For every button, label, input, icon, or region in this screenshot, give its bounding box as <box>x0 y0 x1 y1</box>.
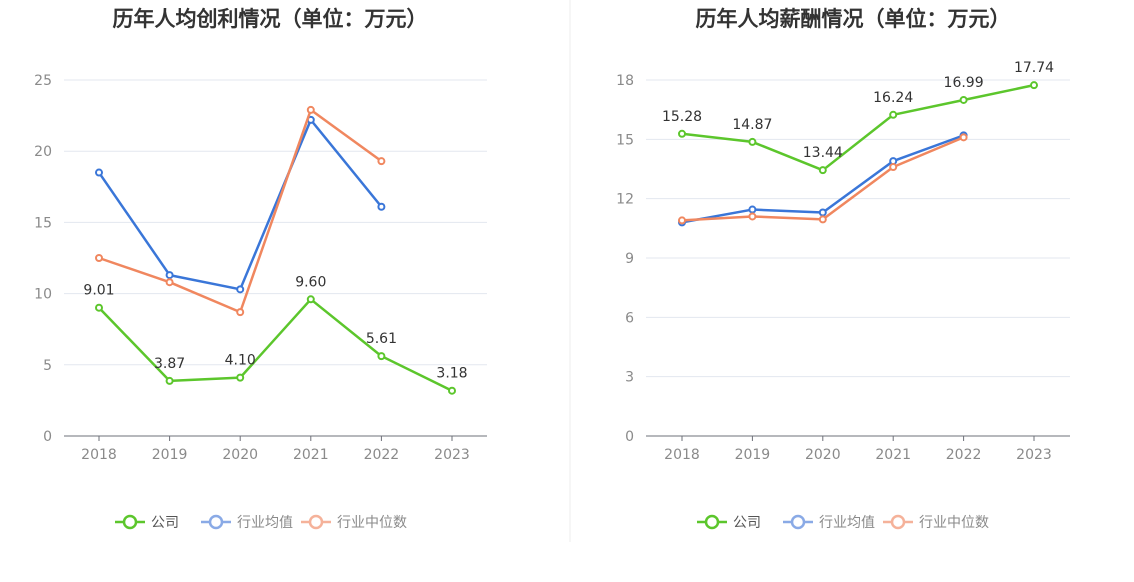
data-point <box>377 352 386 361</box>
y-tick-label: 10 <box>34 287 52 303</box>
legend-marker <box>890 514 906 530</box>
y-tick-label: 9 <box>625 251 634 267</box>
data-point <box>678 129 686 138</box>
x-tick-label: 2020 <box>222 447 258 463</box>
legend-label: 公司 <box>151 515 179 531</box>
data-point <box>818 208 827 217</box>
data-point <box>678 216 686 225</box>
data-point <box>165 271 174 280</box>
legend-item-3: 行业中位数 <box>301 514 407 531</box>
data-point <box>959 133 968 142</box>
data-label: 16.24 <box>873 90 913 106</box>
data-label: 5.61 <box>366 331 397 347</box>
legend-item-1: 公司 <box>115 514 179 531</box>
data-point <box>818 215 827 224</box>
series-line-company <box>98 298 453 392</box>
legend-label: 行业中位数 <box>919 515 989 531</box>
legend-marker <box>790 514 806 530</box>
legend-item-2: 行业均值 <box>783 514 875 531</box>
data-point <box>889 163 898 172</box>
legend-marker <box>208 514 224 530</box>
data-label: 9.60 <box>295 274 326 290</box>
data-label: 3.18 <box>436 366 467 382</box>
legend-marker <box>308 514 324 530</box>
x-tick-label: 2023 <box>1016 447 1052 463</box>
data-point <box>1030 81 1038 90</box>
y-tick-label: 12 <box>616 192 634 208</box>
x-tick-label: 2022 <box>364 447 400 463</box>
data-label: 17.74 <box>1014 60 1054 76</box>
chart-panel-1: 历年人均创利情况（单位：万元） 0 5 10 15 20 25 2018 2019 2020 202… <box>34 7 487 531</box>
series-line-company <box>681 83 1035 172</box>
data-point <box>959 95 968 104</box>
data-point <box>306 105 315 114</box>
data-point <box>818 166 827 175</box>
data-label: 9.01 <box>83 283 114 299</box>
y-tick-label: 6 <box>625 310 634 326</box>
data-point <box>236 285 245 294</box>
series-line-industry-median <box>98 108 383 314</box>
legend-label: 行业均值 <box>819 515 875 531</box>
legend-item-3: 行业中位数 <box>883 514 989 531</box>
legend-item-2: 行业均值 <box>201 514 293 531</box>
data-label: 16.99 <box>944 75 984 91</box>
data-point <box>448 386 456 395</box>
y-tick-label: 5 <box>43 358 52 374</box>
y-tick-label: 0 <box>43 429 52 445</box>
y-tick-label: 0 <box>625 429 634 445</box>
chart-panel-2: 历年人均薪酬情况（单位：万元） 0 3 6 9 12 15 18 2018 2019 2020 202… <box>616 7 1070 531</box>
data-point <box>236 308 245 317</box>
y-tick-label: 3 <box>625 370 634 386</box>
data-point <box>95 254 103 262</box>
data-label: 15.28 <box>662 109 702 125</box>
legend-label: 公司 <box>733 515 761 531</box>
legend-marker <box>704 514 720 530</box>
y-tick-label: 15 <box>34 215 52 231</box>
legend-marker <box>122 514 138 530</box>
x-tick-label: 2019 <box>735 447 771 463</box>
data-point <box>165 376 174 385</box>
chart-title: 历年人均薪酬情况（单位：万元） <box>696 7 1011 31</box>
x-tick-label: 2018 <box>81 447 117 463</box>
data-label: 13.44 <box>803 145 843 161</box>
series-line-industry-mean <box>97 118 383 291</box>
x-tick-label: 2019 <box>152 447 188 463</box>
data-label: 4.10 <box>225 353 256 369</box>
data-label: 14.87 <box>732 117 772 133</box>
x-tick-label: 2020 <box>805 447 841 463</box>
x-tick-label: 2021 <box>875 447 911 463</box>
y-tick-label: 20 <box>34 144 52 160</box>
y-tick-label: 15 <box>616 132 634 148</box>
x-tick-label: 2023 <box>434 447 470 463</box>
data-point <box>748 212 757 221</box>
data-point <box>95 303 103 312</box>
chart-title: 历年人均创利情况（单位：万元） <box>113 7 428 31</box>
data-point <box>748 137 757 146</box>
y-tick-label: 25 <box>34 73 52 89</box>
x-tick-label: 2021 <box>293 447 329 463</box>
data-point <box>165 278 174 287</box>
x-tick-label: 2022 <box>946 447 982 463</box>
x-tick-label: 2018 <box>664 447 700 463</box>
data-point <box>95 168 103 177</box>
legend-label: 行业中位数 <box>337 515 407 531</box>
data-point <box>748 205 757 214</box>
legend-label: 行业均值 <box>237 515 293 531</box>
data-point <box>377 157 386 166</box>
data-point <box>236 373 245 382</box>
data-point <box>889 110 898 119</box>
data-label: 3.87 <box>154 356 185 372</box>
data-point <box>377 202 386 211</box>
data-point <box>306 295 315 304</box>
y-tick-label: 18 <box>616 73 634 89</box>
legend-item-1: 公司 <box>697 514 761 531</box>
